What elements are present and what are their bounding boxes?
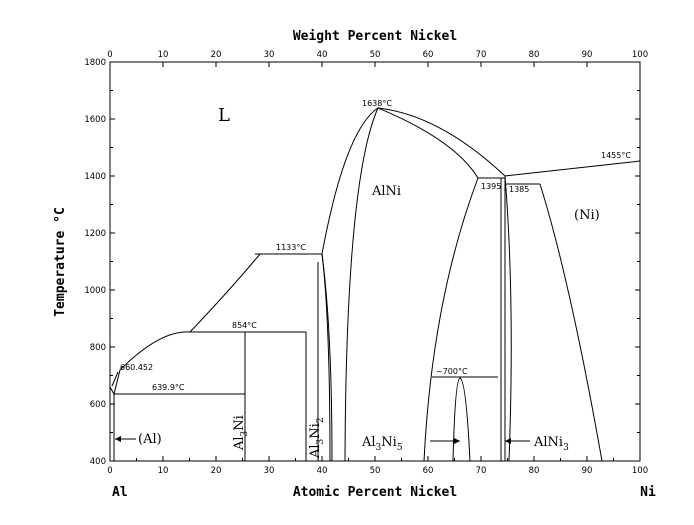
x-right-label: Ni: [640, 485, 656, 500]
x-tick-bottom-label: 0: [107, 466, 112, 476]
x-tick-bottom-label: 70: [476, 466, 487, 476]
al3ni2-right: [321, 253, 331, 462]
arrow-alni3-head: [505, 438, 511, 444]
phase-boundaries: [109, 107, 641, 462]
y-tick-label: 600: [90, 400, 106, 410]
y-tick-label: 1200: [84, 229, 106, 239]
phase-label-liquid: L: [218, 105, 230, 126]
alni-solidus-left: [344, 107, 379, 462]
liquidus-ni-side: [377, 107, 641, 177]
phase-label-al3ni: Al3Ni: [232, 415, 250, 451]
x-tick-bottom-label: 100: [632, 466, 648, 476]
temp-label-1385: 1385: [509, 185, 529, 194]
temp-label-1133: 1133°C: [276, 243, 306, 252]
phase-label-al3ni5: Al3Ni5: [361, 435, 403, 453]
x-tick-bottom-label: 50: [370, 466, 381, 476]
x-left-label: Al: [112, 485, 128, 500]
phase-label-ni: (Ni): [574, 208, 600, 223]
x-tick-top-label: 50: [370, 50, 381, 60]
x-tick-bottom-label: 80: [529, 466, 540, 476]
x-tick-bottom-label: 90: [582, 466, 593, 476]
temp-label-854: 854°C: [232, 321, 257, 330]
y-tick-label: 400: [90, 457, 106, 467]
temp-label-al-melt: 660.452: [120, 363, 153, 372]
x-tick-top-label: 0: [107, 50, 112, 60]
x-axis-ticks-top: 0 10 20 30 40 50 60 70 80 90 100: [107, 50, 648, 67]
y-axis-title: Temperature °C: [53, 207, 68, 317]
temp-label-700: ~700°C: [436, 367, 468, 376]
y-tick-label: 1600: [84, 115, 106, 125]
top-axis-title: Weight Percent Nickel: [293, 29, 457, 44]
alni-boundary-right: [423, 177, 479, 462]
x-tick-top-label: 80: [529, 50, 540, 60]
temp-label-639: 639.9°C: [152, 383, 185, 392]
x-tick-top-label: 10: [158, 50, 169, 60]
phase-label-al3ni2: Al3Ni2: [308, 417, 326, 459]
arrow-al-head: [115, 436, 121, 442]
x-tick-top-label: 70: [476, 50, 487, 60]
temp-label-1395: 1395: [481, 182, 501, 191]
x-tick-top-label: 60: [423, 50, 434, 60]
x-tick-top-label: 100: [632, 50, 648, 60]
arrow-al3ni5-head: [454, 438, 460, 444]
temp-label-ni-melt: 1455°C: [601, 151, 631, 160]
x-tick-top-label: 40: [317, 50, 328, 60]
al3ni5-dome: [452, 377, 471, 462]
alni-solidus-right: [377, 107, 479, 179]
ni-solidus: [539, 183, 603, 462]
al3ni2-boundary: [321, 253, 333, 462]
phase-label-alni3: AlNi3: [533, 435, 569, 453]
x-axis-ticks-bottom: 0 10 20 30 40 50 60 70 80 90 100: [107, 456, 648, 476]
y-tick-label: 800: [90, 343, 106, 353]
liquidus-al-side: [109, 107, 379, 396]
x-tick-bottom-label: 30: [264, 466, 275, 476]
x-tick-bottom-label: 40: [317, 466, 328, 476]
x-tick-top-label: 90: [582, 50, 593, 60]
phase-label-alni: AlNi: [371, 184, 401, 199]
y-tick-label: 1000: [84, 286, 106, 296]
x-axis-title: Atomic Percent Nickel: [293, 485, 457, 500]
x-tick-top-label: 30: [264, 50, 275, 60]
phase-label-al: (Al): [138, 432, 162, 447]
y-axis-ticks-right: [635, 61, 640, 462]
y-tick-label: 1400: [84, 172, 106, 182]
ni-liquidus-right: [504, 175, 512, 462]
temp-label-max: 1638°C: [362, 99, 392, 108]
plot-frame: [109, 61, 641, 462]
arrow-660: [111, 371, 119, 387]
annotation-arrows: [111, 371, 530, 444]
x-tick-bottom-label: 60: [423, 466, 434, 476]
svg-text:Al3Ni: Al3Ni: [232, 415, 250, 451]
x-tick-bottom-label: 20: [211, 466, 222, 476]
x-tick-bottom-label: 10: [158, 466, 169, 476]
svg-text:Al3Ni2: Al3Ni2: [308, 417, 326, 459]
y-tick-label: 1800: [84, 58, 106, 68]
y-axis-ticks-left: 400 600 800 1000 1200 1400 1600 1800: [84, 58, 115, 467]
x-tick-top-label: 20: [211, 50, 222, 60]
